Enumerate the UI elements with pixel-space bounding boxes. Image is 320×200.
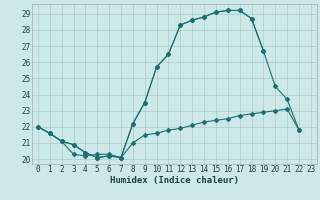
X-axis label: Humidex (Indice chaleur): Humidex (Indice chaleur): [110, 176, 239, 185]
